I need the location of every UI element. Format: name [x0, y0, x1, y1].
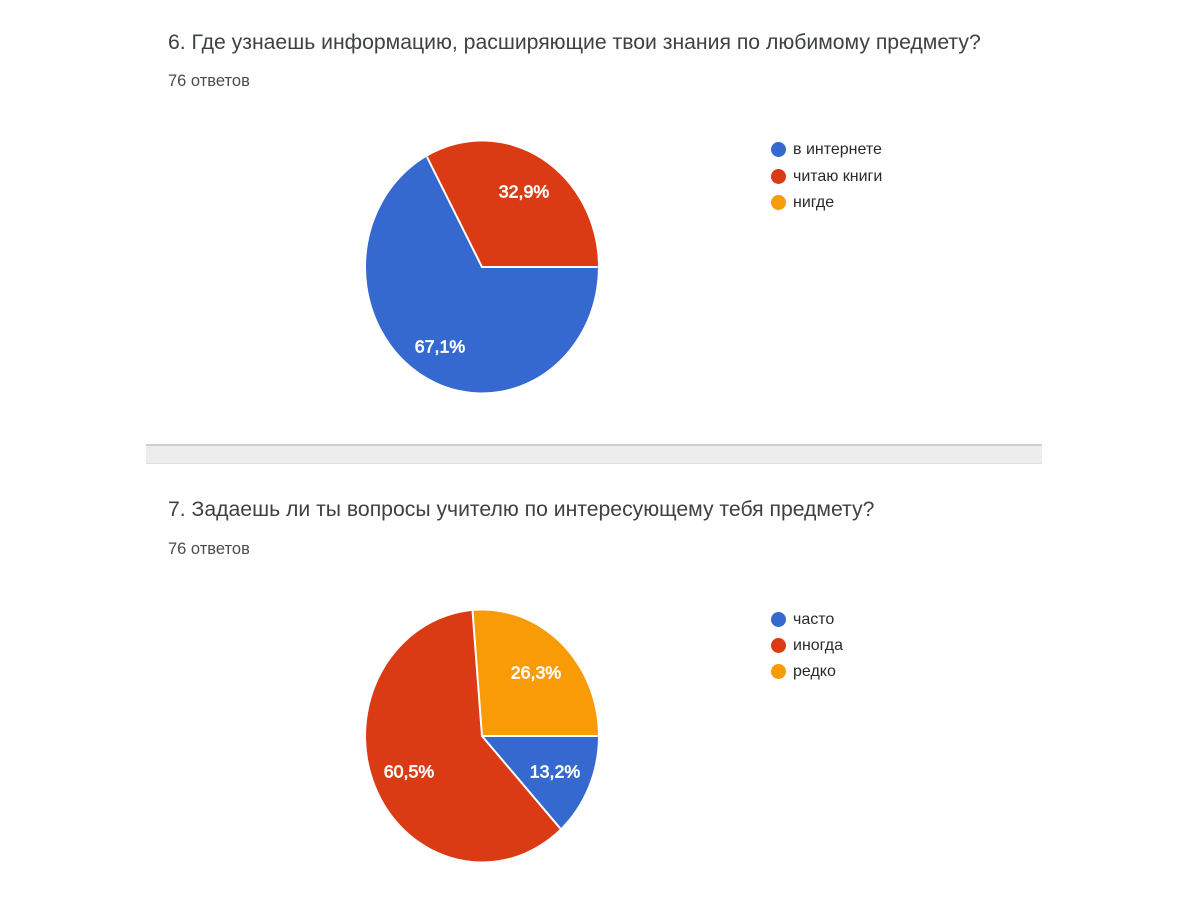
svg-text:13,2%: 13,2%: [530, 762, 581, 782]
svg-text:32,9%: 32,9%: [499, 182, 550, 202]
svg-text:26,3%: 26,3%: [511, 663, 562, 683]
svg-text:67,1%: 67,1%: [415, 337, 466, 357]
svg-text:60,5%: 60,5%: [384, 762, 435, 782]
